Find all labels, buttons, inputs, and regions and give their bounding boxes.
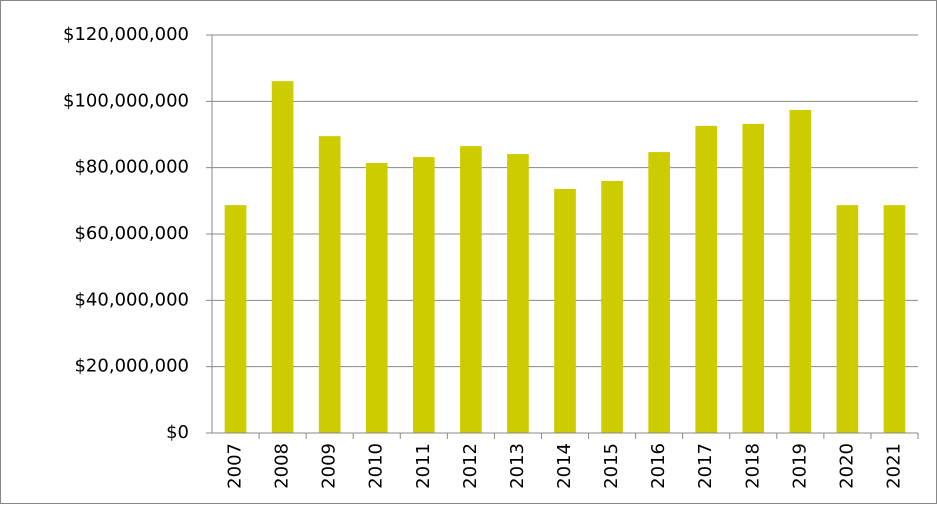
x-tick-label: 2012 [460, 443, 481, 489]
x-tick-label: 2018 [742, 443, 763, 489]
bar [507, 154, 529, 433]
bar [412, 157, 435, 433]
bar [318, 136, 341, 434]
bar [695, 125, 718, 434]
bar [271, 81, 294, 433]
y-tick-label: $60,000,000 [74, 223, 189, 244]
bar [836, 205, 859, 433]
bar [648, 152, 670, 433]
x-tick-label: 2009 [319, 443, 340, 489]
y-tick-label: $40,000,000 [74, 289, 189, 310]
bar [789, 109, 812, 433]
bar [365, 163, 388, 434]
x-tick-label: 2017 [695, 443, 716, 489]
x-tick-label: 2013 [507, 443, 528, 489]
x-tick-label: 2016 [648, 443, 669, 489]
bar [460, 146, 482, 433]
x-tick-label: 2015 [601, 443, 622, 489]
y-tick-label: $20,000,000 [74, 356, 189, 377]
y-tick-label: $120,000,000 [63, 24, 189, 45]
x-tick-label: 2019 [789, 443, 810, 489]
y-tick-label: $0 [166, 422, 189, 443]
x-tick-label: 2007 [225, 443, 246, 489]
x-tick-label: 2014 [554, 443, 575, 489]
x-tick-label: 2020 [836, 443, 857, 489]
y-tick-label: $100,000,000 [63, 90, 189, 111]
x-tick-label: 2021 [883, 443, 904, 489]
x-tick-label: 2011 [413, 443, 434, 489]
y-tick-label: $80,000,000 [74, 157, 189, 178]
bar [224, 205, 247, 433]
bar [742, 123, 765, 434]
bar [554, 188, 576, 433]
bar [601, 180, 623, 433]
bar [883, 205, 906, 433]
x-tick-label: 2010 [366, 443, 387, 489]
x-tick-label: 2008 [272, 443, 293, 489]
